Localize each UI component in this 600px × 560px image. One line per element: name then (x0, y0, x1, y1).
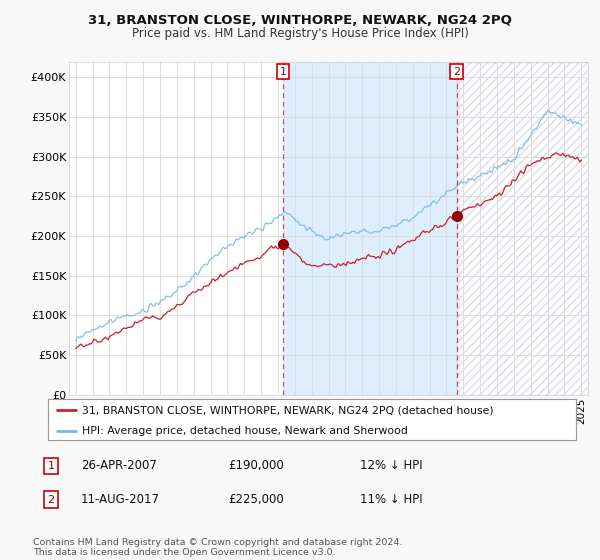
Bar (69, 62, 283, 395)
Text: 31, BRANSTON CLOSE, WINTHORPE, NEWARK, NG24 2PQ (detached house): 31, BRANSTON CLOSE, WINTHORPE, NEWARK, N… (82, 405, 494, 415)
Text: 1: 1 (47, 461, 55, 471)
Text: 2: 2 (453, 67, 460, 77)
Bar (457, 62, 588, 395)
Text: Contains HM Land Registry data © Crown copyright and database right 2024.
This d: Contains HM Land Registry data © Crown c… (33, 538, 403, 557)
Text: £225,000: £225,000 (228, 493, 284, 506)
Bar (457, 62, 588, 395)
Text: Price paid vs. HM Land Registry's House Price Index (HPI): Price paid vs. HM Land Registry's House … (131, 27, 469, 40)
Text: 11-AUG-2017: 11-AUG-2017 (81, 493, 160, 506)
Text: 26-APR-2007: 26-APR-2007 (81, 459, 157, 473)
Text: 11% ↓ HPI: 11% ↓ HPI (360, 493, 422, 506)
Text: £190,000: £190,000 (228, 459, 284, 473)
Text: 12% ↓ HPI: 12% ↓ HPI (360, 459, 422, 473)
Text: 31, BRANSTON CLOSE, WINTHORPE, NEWARK, NG24 2PQ: 31, BRANSTON CLOSE, WINTHORPE, NEWARK, N… (88, 14, 512, 27)
Text: 1: 1 (280, 67, 287, 77)
Text: HPI: Average price, detached house, Newark and Sherwood: HPI: Average price, detached house, Newa… (82, 426, 408, 436)
Text: 2: 2 (47, 494, 55, 505)
Bar (283, 62, 457, 395)
